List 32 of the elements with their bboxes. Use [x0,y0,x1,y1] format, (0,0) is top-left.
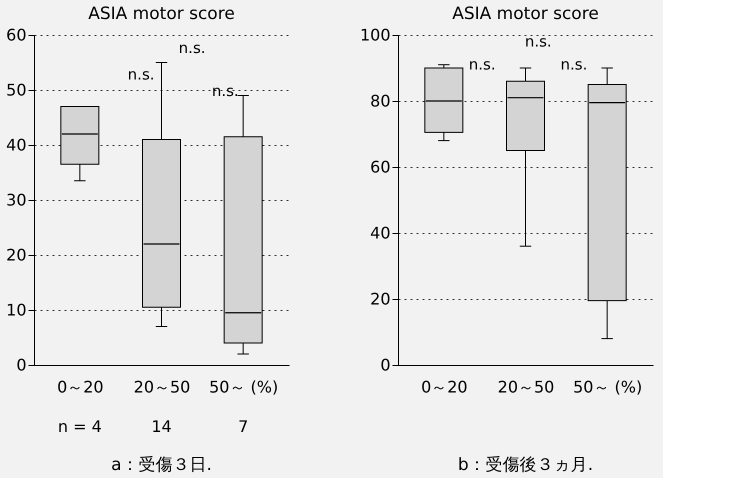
y-tick-label: 100 [360,26,390,44]
y-tick-label: 0 [380,356,390,374]
annotation: n.s. [128,66,155,84]
x-tick-label: 0～20 [57,378,104,396]
x-tick-label: 20～50 [134,378,190,396]
x-tick-label: 0～20 [421,378,468,396]
text: 14 [151,417,172,436]
x-tick-label: 50～ (%) [209,378,278,396]
chart-title: ASIA motor score [88,4,235,24]
text: b：受傷後３ヵ月. [458,455,594,475]
text: n = 4 [58,417,102,436]
y-tick-label: 50 [6,80,26,100]
y-tick-label: 40 [6,136,26,154]
annotation: n.s. [524,32,552,51]
chart-title: ASIA motor score [452,4,599,24]
annotation: n.s. [212,82,239,100]
text: a：受傷３日. [111,455,212,475]
y-tick-label: 30 [6,190,26,210]
y-tick-label: 40 [370,224,390,242]
y-tick-label: 60 [370,158,390,176]
y-tick-label: 80 [370,92,390,110]
text: 7 [238,417,248,436]
x-tick-label: 50～ (%) [573,378,642,396]
y-tick-label: 20 [6,246,26,264]
annotation: n.s. [178,39,206,58]
annotation: n.s. [468,56,496,74]
y-tick-label: 10 [6,300,26,320]
y-tick-label: 60 [6,26,26,44]
x-tick-label: 20～50 [498,378,554,396]
annotation: n.s. [560,56,588,74]
y-tick-label: 0 [16,356,26,374]
y-tick-label: 20 [370,290,390,308]
